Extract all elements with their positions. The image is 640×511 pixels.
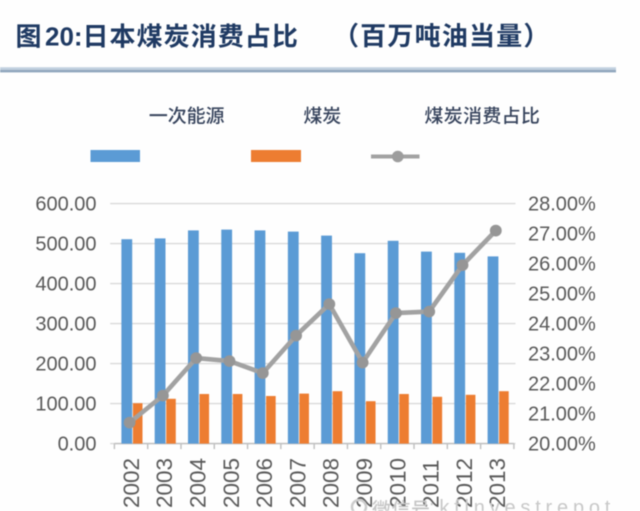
svg-text:2006: 2006: [252, 458, 277, 508]
svg-text:24.00%: 24.00%: [528, 314, 596, 336]
svg-text:2004: 2004: [186, 458, 211, 508]
svg-text:2005: 2005: [219, 458, 244, 508]
svg-text:2003: 2003: [152, 458, 177, 508]
svg-text:200.00: 200.00: [35, 354, 96, 376]
svg-text:20:: 20:: [45, 22, 83, 52]
svg-text:26.00%: 26.00%: [528, 254, 596, 276]
svg-text:25.00%: 25.00%: [528, 284, 596, 306]
svg-text:28.00%: 28.00%: [528, 194, 596, 216]
svg-text:2011: 2011: [419, 460, 444, 508]
svg-text:400.00: 400.00: [35, 274, 96, 296]
svg-text:2012: 2012: [452, 458, 477, 508]
svg-text:27.00%: 27.00%: [528, 224, 596, 246]
svg-text:22.00%: 22.00%: [528, 374, 596, 396]
svg-text:600.00: 600.00: [35, 194, 96, 216]
svg-text:21.00%: 21.00%: [528, 404, 596, 426]
svg-text:23.00%: 23.00%: [528, 344, 596, 366]
svg-text:100.00: 100.00: [35, 394, 96, 416]
svg-text:20.00%: 20.00%: [528, 434, 596, 456]
svg-text:2010: 2010: [385, 458, 410, 508]
svg-text:2008: 2008: [319, 458, 344, 508]
svg-text:2002: 2002: [119, 458, 144, 508]
svg-text::kflnvestrepot: :kflnvestrepot: [429, 497, 615, 511]
svg-text:500.00: 500.00: [35, 234, 96, 256]
svg-text:2013: 2013: [485, 458, 510, 508]
svg-text:2007: 2007: [285, 458, 310, 508]
svg-text:300.00: 300.00: [35, 314, 96, 336]
svg-text:0.00: 0.00: [58, 434, 97, 456]
